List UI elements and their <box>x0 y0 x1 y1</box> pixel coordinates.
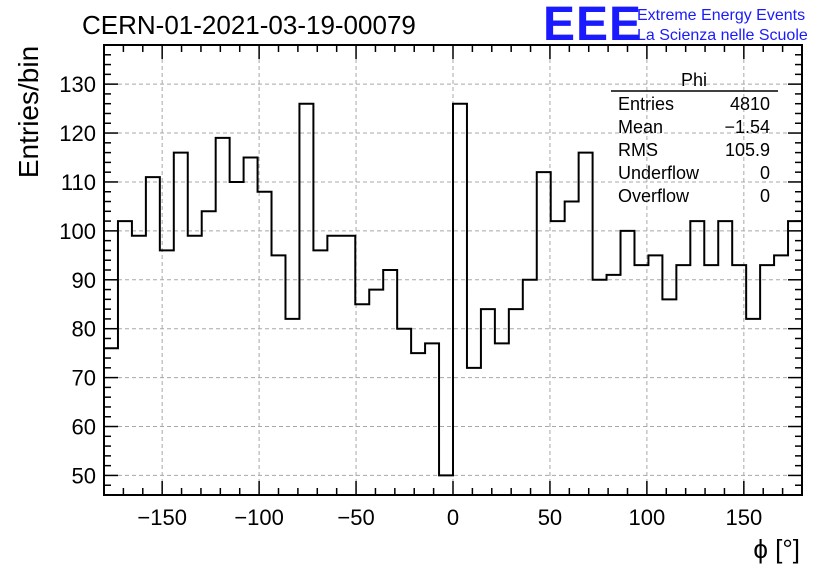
stats-box: Phi Entries 4810 Mean −1.54 RMS 105.9 Underflo… <box>611 70 778 206</box>
x-tick-label: −150 <box>137 505 187 530</box>
stats-value: −1.54 <box>724 117 770 137</box>
axis-ticks <box>103 44 803 495</box>
y-tick-label: 90 <box>72 268 96 293</box>
stats-label: Underflow <box>618 163 700 183</box>
tick-labels: −150 −100 −50 0 50 100 150 50 60 70 80 90 100 110 120 1… <box>59 72 762 530</box>
logo-mark: EEE <box>543 0 642 51</box>
x-axis-label: ϕ [°] <box>753 534 800 564</box>
stats-label: Overflow <box>618 186 690 206</box>
logo-line-2: La Scienza nelle Scuole <box>637 27 808 44</box>
stats-label: Entries <box>618 94 674 114</box>
x-tick-label: −50 <box>337 505 374 530</box>
stats-value: 0 <box>760 163 770 183</box>
stats-title: Phi <box>681 70 707 90</box>
stats-value: 4810 <box>730 94 770 114</box>
y-tick-label: 60 <box>72 415 96 440</box>
x-tick-label: 150 <box>725 505 762 530</box>
y-tick-label: 70 <box>72 366 96 391</box>
stats-label: RMS <box>618 140 658 160</box>
y-tick-label: 80 <box>72 317 96 342</box>
x-tick-label: 0 <box>447 505 459 530</box>
x-tick-label: 50 <box>538 505 562 530</box>
y-tick-label: 120 <box>59 121 96 146</box>
y-axis-label: Entries/bin <box>13 46 44 178</box>
y-tick-label: 50 <box>72 463 96 488</box>
stats-value: 0 <box>760 186 770 206</box>
stats-label: Mean <box>618 117 663 137</box>
stats-rows: Entries 4810 Mean −1.54 RMS 105.9 Underflow 0 Ov… <box>618 94 770 206</box>
y-tick-label: 130 <box>59 72 96 97</box>
histogram-series <box>104 102 802 477</box>
eee-logo: EEE Extreme Energy Events La Scienza nel… <box>543 0 808 51</box>
stats-value: 105.9 <box>725 140 770 160</box>
chart-title: CERN-01-2021-03-19-00079 <box>82 10 416 40</box>
y-tick-label: 100 <box>59 219 96 244</box>
x-tick-label: −100 <box>234 505 284 530</box>
x-tick-label: 100 <box>629 505 666 530</box>
logo-line-1: Extreme Energy Events <box>637 7 805 24</box>
y-tick-label: 110 <box>61 170 96 195</box>
